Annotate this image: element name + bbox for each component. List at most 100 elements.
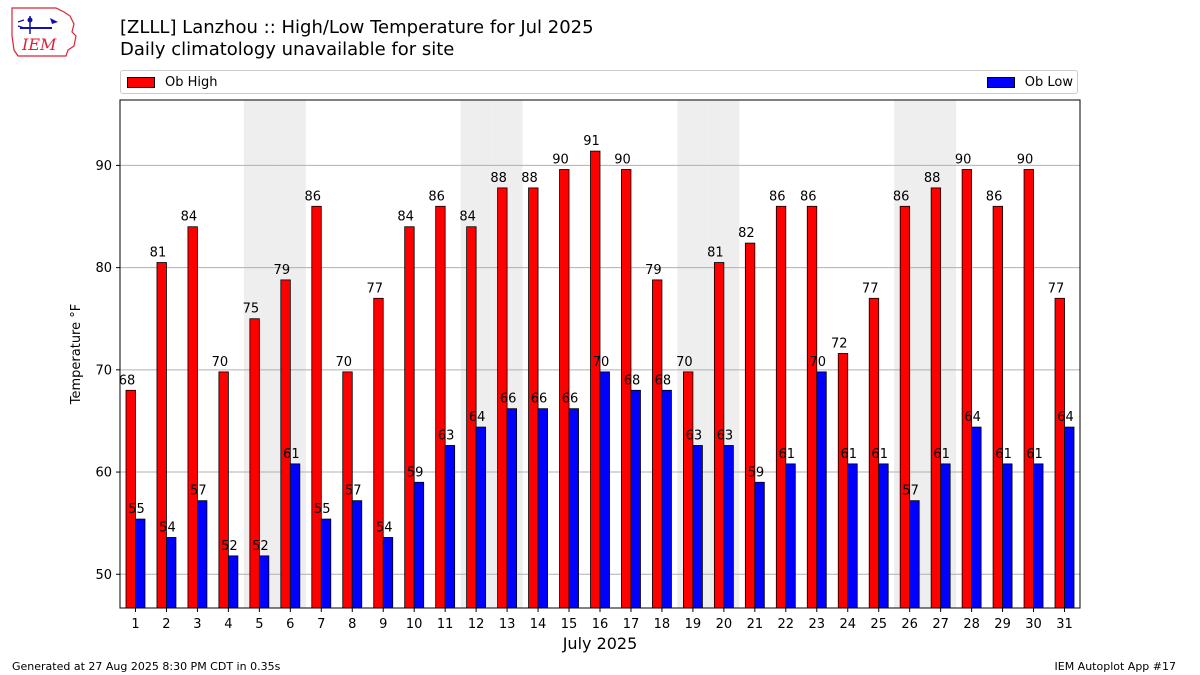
x-axis-label: July 2025 [562,634,638,653]
bar-low [971,426,982,609]
data-label-low: 61 [995,447,1012,462]
bar-low [197,500,208,609]
data-label-low: 54 [376,520,393,535]
data-label-low: 52 [252,539,269,554]
x-tick-label: 4 [224,617,232,632]
bar-low [166,537,177,609]
generated-timestamp: Generated at 27 Aug 2025 8:30 PM CDT in … [12,660,281,673]
legend-swatch-low [986,77,1015,88]
bar-high [837,353,849,609]
bar-low [506,408,517,609]
data-label-high: 86 [305,189,322,204]
x-tick-label: 22 [778,617,795,632]
data-label-low: 63 [438,428,455,443]
bar-high [992,205,1003,609]
x-tick-label: 23 [809,617,826,632]
data-label-high: 90 [614,153,631,168]
bar-high [1023,169,1034,609]
bar-high [311,205,322,609]
data-label-low: 54 [159,520,176,535]
bar-high [156,262,167,609]
bar-low [537,408,548,609]
x-tick-label: 10 [406,617,423,632]
bar-high [125,389,136,609]
bar-low [909,500,920,609]
y-axis-label: Temperature °F [69,304,84,405]
legend-item-high: Ob High [127,75,218,90]
data-label-low: 70 [810,355,827,370]
data-label-high: 88 [490,171,507,186]
bar-low [940,463,951,609]
data-label-low: 61 [840,447,857,462]
bar-low [568,408,579,609]
data-label-low: 66 [531,392,548,407]
x-tick-label: 31 [1056,617,1073,632]
data-label-high: 82 [738,226,755,241]
x-tick-label: 13 [499,617,516,632]
bar-low [1033,463,1044,609]
bar-low [444,445,456,609]
bar-high [280,279,291,609]
data-label-low: 55 [128,502,145,517]
legend-label-high: Ob High [165,75,218,90]
bar-low [878,463,889,609]
data-label-low: 64 [964,410,981,425]
data-label-high: 68 [119,373,136,388]
x-tick-label: 16 [592,617,609,632]
data-label-low: 63 [717,428,734,443]
x-tick-label: 29 [994,617,1011,632]
y-tick-label: 80 [95,261,112,276]
data-label-low: 66 [562,392,579,407]
bar-high [775,205,787,609]
bar-low [135,518,146,609]
data-label-high: 86 [893,189,910,204]
bar-high [435,205,446,609]
bar-low [1064,426,1075,609]
bar-low [661,389,672,609]
bar-high [1054,297,1065,609]
data-label-high: 70 [676,355,693,370]
data-label-high: 86 [986,189,1003,204]
y-tick-label: 90 [95,159,112,174]
x-tick-label: 20 [716,617,733,632]
x-tick-label: 11 [437,617,454,632]
data-label-low: 61 [933,447,950,462]
bar-high [187,226,198,609]
data-label-low: 57 [902,484,919,499]
data-label-high: 86 [800,189,817,204]
x-tick-label: 1 [131,617,139,632]
data-label-high: 75 [243,302,260,317]
data-label-high: 79 [645,263,662,278]
x-tick-label: 8 [348,617,356,632]
data-label-high: 77 [1048,281,1065,296]
data-label-low: 55 [314,502,331,517]
x-tick-label: 5 [255,617,263,632]
bar-low [816,371,827,609]
data-label-high: 84 [397,210,414,225]
bar-low [754,481,765,609]
iem-logo-icon: IEM [11,7,77,57]
data-label-low: 59 [407,465,424,480]
x-tick-label: 7 [317,617,325,632]
data-label-high: 90 [955,153,972,168]
data-label-low: 68 [624,373,641,388]
chart-title: [ZLLL] Lanzhou :: High/Low Temperature f… [120,17,594,61]
bar-high [806,205,818,609]
bar-low [847,463,858,609]
data-label-high: 70 [335,355,352,370]
data-label-high: 70 [212,355,229,370]
data-label-high: 81 [707,246,724,261]
bar-high [621,169,632,609]
bar-high [683,371,694,609]
chart-legend: Ob High Ob Low [120,70,1078,94]
bar-high [404,226,415,609]
data-label-high: 72 [831,336,848,351]
bar-low [1002,463,1013,609]
data-label-high: 79 [274,263,291,278]
bar-low [258,555,270,609]
data-label-high: 84 [459,210,476,225]
data-label-high: 77 [366,281,383,296]
bar-low [475,426,487,609]
bar-low [599,371,610,609]
